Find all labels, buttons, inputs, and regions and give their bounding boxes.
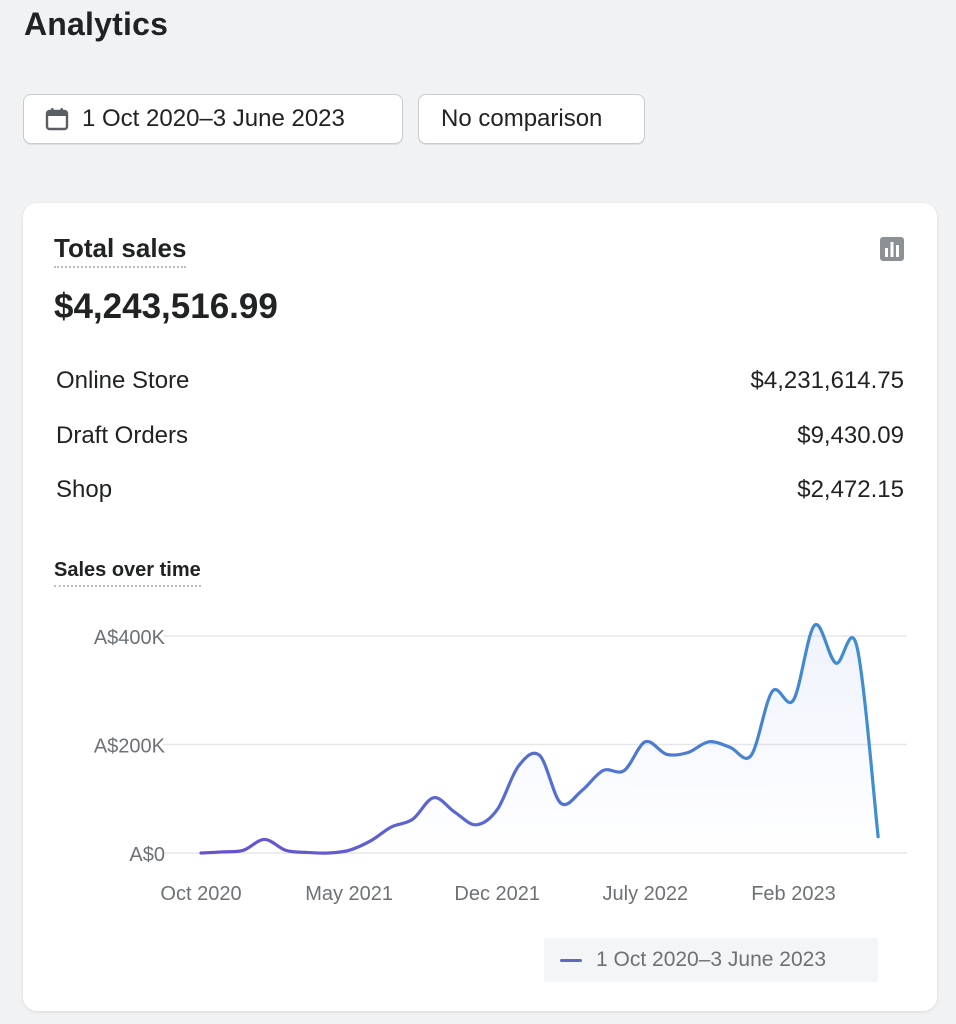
- x-tick-label: Dec 2021: [454, 883, 540, 905]
- comparison-button[interactable]: No comparison: [418, 94, 645, 144]
- comparison-label: No comparison: [441, 105, 603, 132]
- page-title: Analytics: [24, 6, 169, 42]
- breakdown-value: $9,430.09: [797, 421, 904, 449]
- y-tick-label: A$200K: [94, 736, 166, 758]
- legend-label: 1 Oct 2020–3 June 2023: [596, 948, 827, 971]
- x-tick-label: Feb 2023: [751, 883, 836, 905]
- date-range-button[interactable]: 1 Oct 2020–3 June 2023: [23, 94, 403, 144]
- sales-over-time-chart: A$0 A$200K A$400K Oct 2020 May 2021 Dec 2021 J…: [94, 623, 907, 905]
- breakdown-value: $2,472.15: [797, 476, 904, 503]
- legend-swatch: [560, 958, 582, 962]
- breakdown-row-online-store: Online Store $4,231,614.75: [56, 367, 904, 422]
- sales-over-time-title[interactable]: Sales over time: [54, 559, 201, 587]
- x-tick-label: Oct 2020: [160, 883, 241, 905]
- breakdown-value: $4,231,614.75: [750, 367, 904, 394]
- sales-breakdown: Online Store $4,231,614.75 Draft Orders …: [56, 367, 904, 531]
- y-tick-label: A$400K: [94, 627, 166, 649]
- total-sales-card: Total sales $4,243,516.99 Online Store $…: [23, 203, 937, 1011]
- card-title[interactable]: Total sales: [54, 233, 187, 268]
- x-tick-label: May 2021: [305, 883, 393, 905]
- chart-legend[interactable]: 1 Oct 2020–3 June 2023: [544, 938, 878, 982]
- total-sales-value: $4,243,516.99: [54, 287, 278, 326]
- breakdown-label: Online Store: [56, 367, 190, 394]
- series-area: [201, 624, 879, 854]
- bar-chart-icon[interactable]: [879, 236, 905, 262]
- breakdown-row-shop: Shop $2,472.15: [56, 476, 904, 531]
- breakdown-row-draft-orders: Draft Orders $9,430.09: [56, 422, 904, 477]
- y-tick-label: A$0: [129, 844, 165, 866]
- series-line[interactable]: [199, 623, 880, 855]
- date-range-label: 1 Oct 2020–3 June 2023: [82, 105, 345, 132]
- x-tick-label: July 2022: [603, 883, 689, 905]
- breakdown-label: Draft Orders: [56, 421, 189, 449]
- breakdown-label: Shop: [56, 476, 113, 503]
- calendar-icon: [45, 108, 69, 131]
